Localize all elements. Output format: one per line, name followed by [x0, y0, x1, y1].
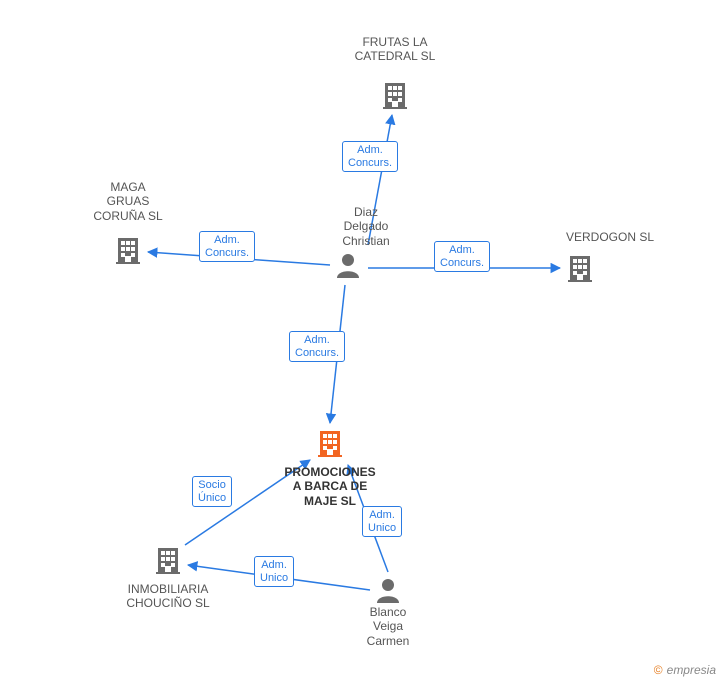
copyright-brand: empresia [667, 663, 716, 677]
edge-label: Adm. Concurs. [289, 331, 345, 362]
building-icon [314, 427, 346, 464]
edge-label: Adm. Unico [362, 506, 402, 537]
node-label-maga: MAGA GRUAS CORUÑA SL [78, 180, 178, 223]
person-icon [334, 251, 362, 284]
edges-layer [0, 0, 728, 685]
building-icon [152, 544, 184, 581]
node-label-verdogon: VERDOGON SL [560, 230, 660, 244]
copyright: © empresia [654, 663, 716, 677]
building-icon [379, 79, 411, 116]
edge-label: Adm. Concurs. [434, 241, 490, 272]
edge-label: Adm. Concurs. [342, 141, 398, 172]
node-label-inmobiliaria: INMOBILIARIA CHOUCIÑO SL [118, 582, 218, 611]
edge-label: Adm. Concurs. [199, 231, 255, 262]
node-label-promociones: PROMOCIONES A BARCA DE MAJE SL [280, 465, 380, 508]
node-label-diaz: Diaz Delgado Christian [316, 205, 416, 248]
building-icon [112, 234, 144, 271]
node-label-frutas: FRUTAS LA CATEDRAL SL [345, 35, 445, 64]
edge-label: Socio Único [192, 476, 232, 507]
copyright-symbol: © [654, 663, 663, 677]
edge-label: Adm. Unico [254, 556, 294, 587]
node-label-blanco: Blanco Veiga Carmen [338, 605, 438, 648]
building-icon [564, 252, 596, 289]
